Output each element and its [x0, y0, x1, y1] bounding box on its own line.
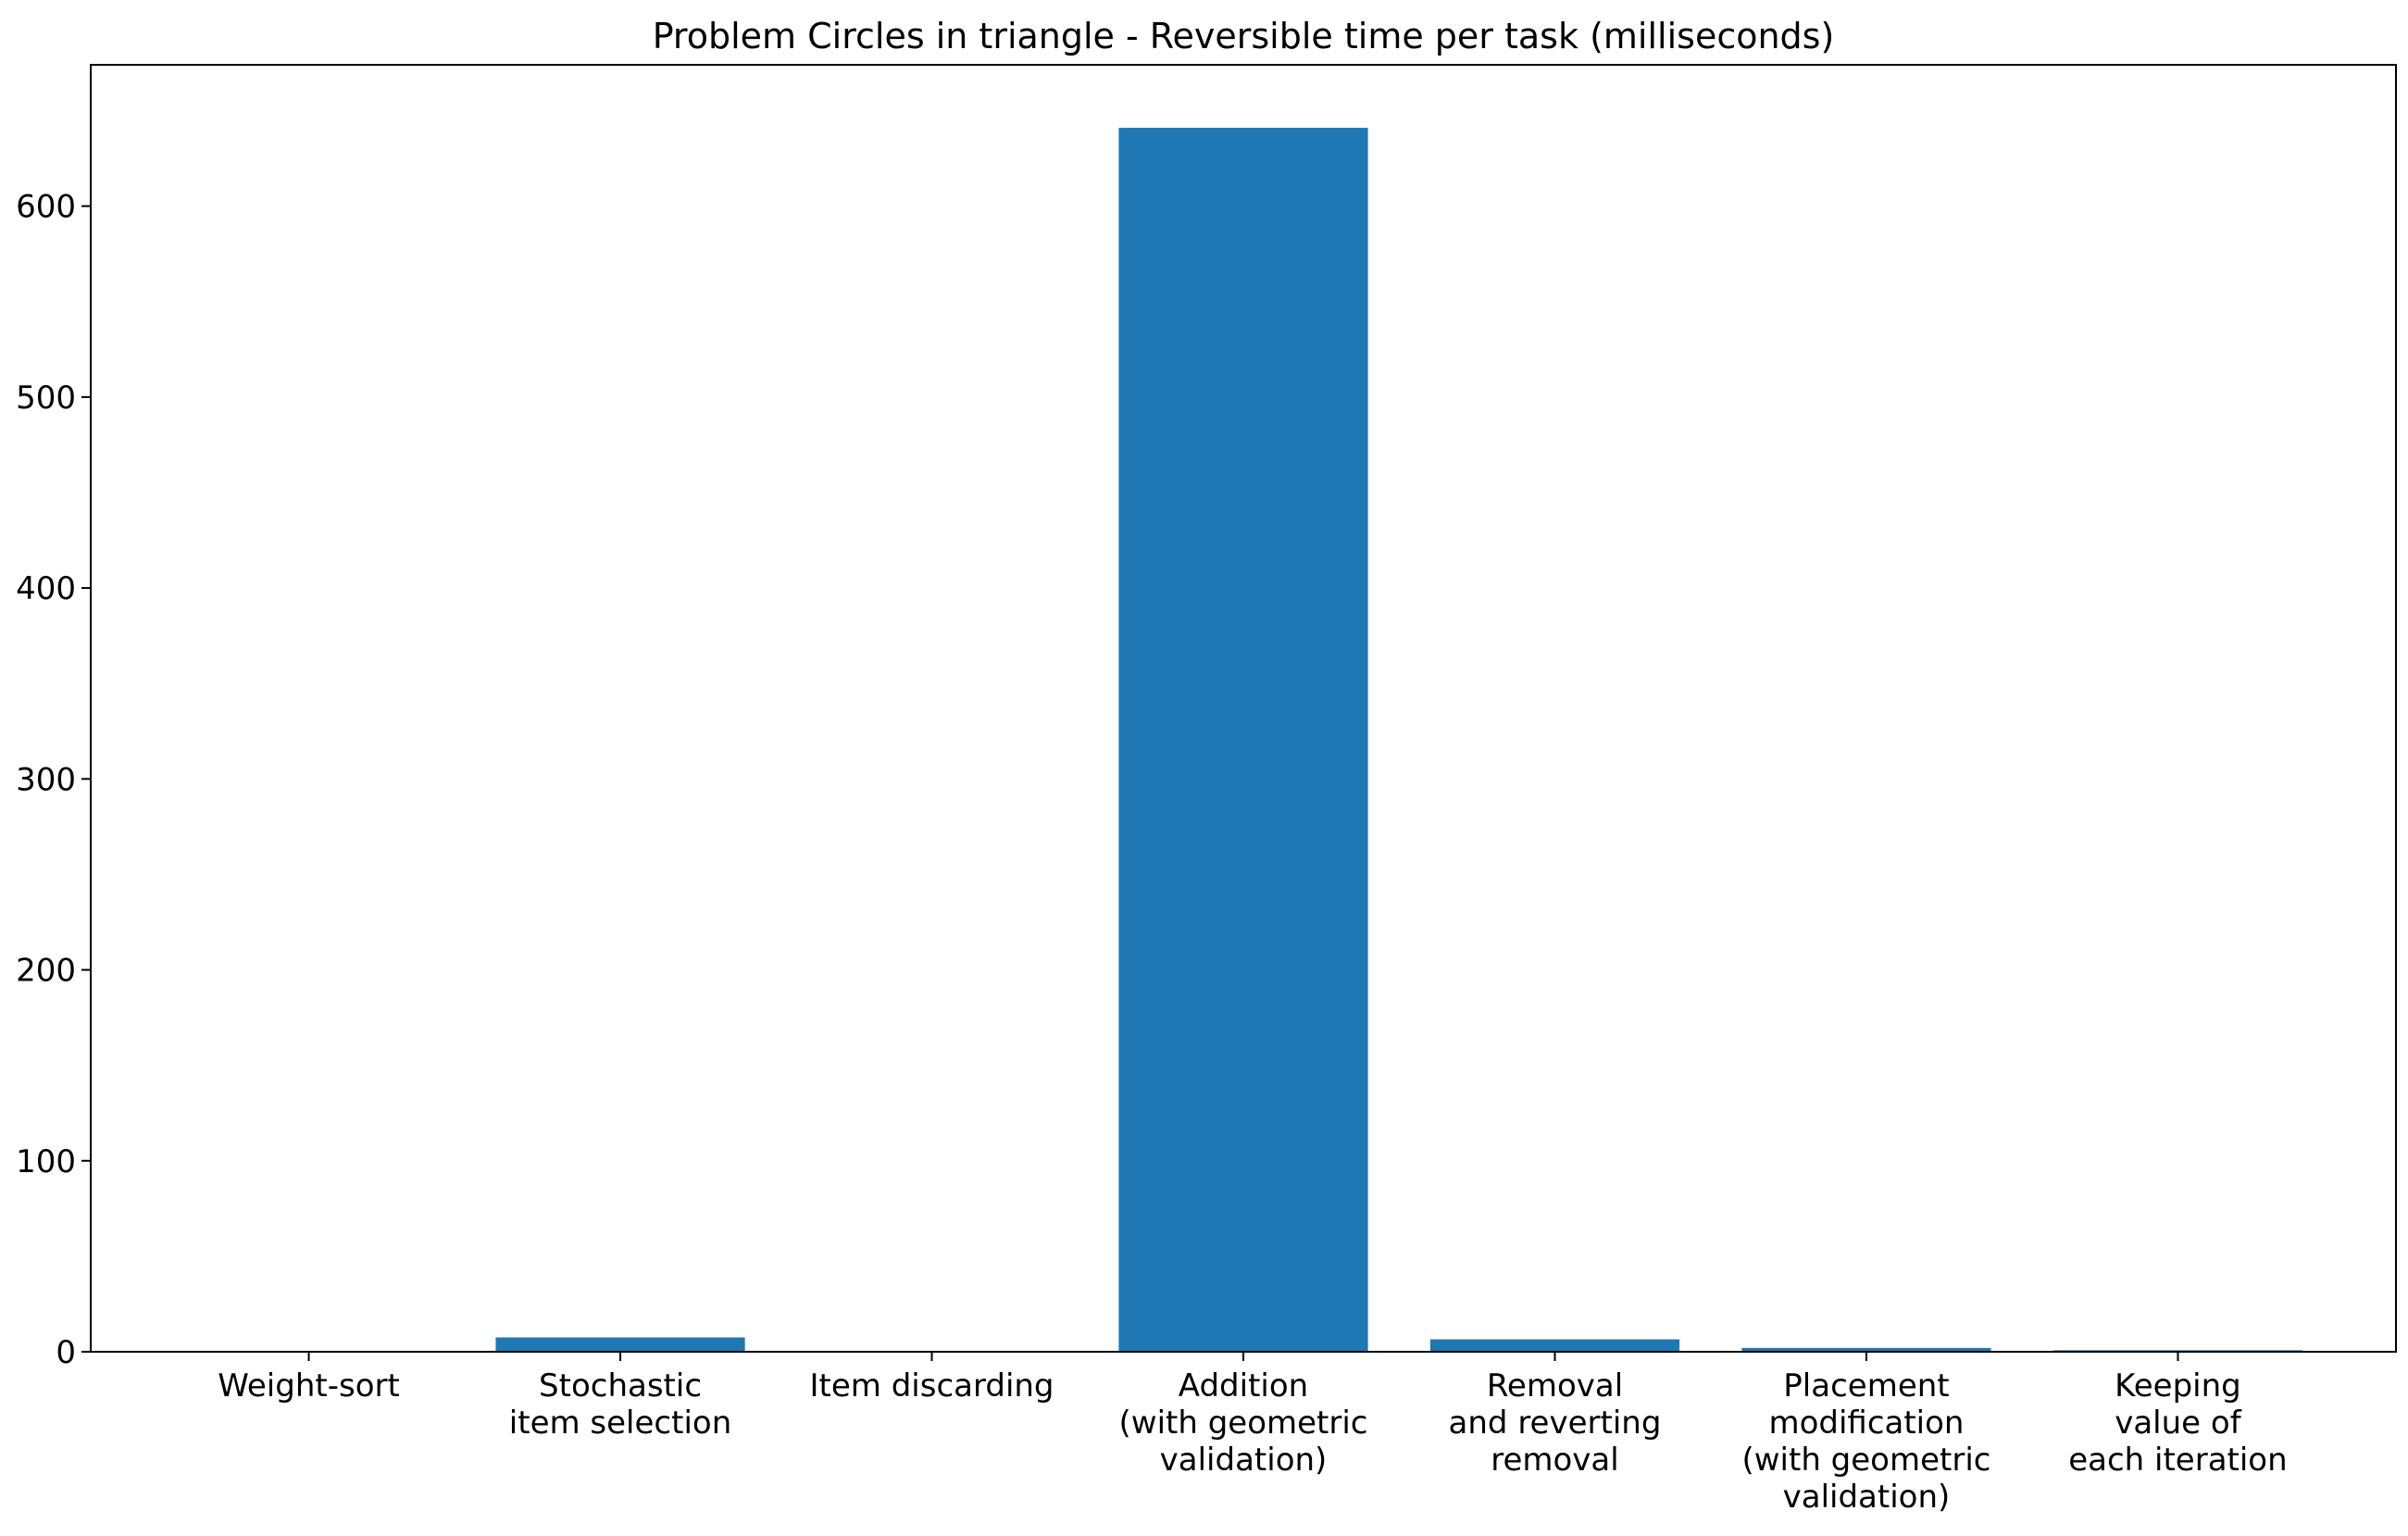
bar-3 [1118, 128, 1368, 1352]
x-axis: Weight-sort Stochastic item selection Item … [218, 1352, 2288, 1516]
x-tick-label-2: Item discarding [810, 1367, 1054, 1405]
x-tick-label-3: Addition (with geometric validation) [1119, 1367, 1368, 1479]
x-tick-label-line: each iteration [2068, 1442, 2287, 1479]
y-tick-label-0: 0 [56, 1334, 76, 1371]
x-tick-label-line: Placement [1783, 1367, 1949, 1405]
x-tick-label-line: and reverting [1449, 1405, 1662, 1442]
bar-5 [1741, 1347, 1991, 1352]
x-tick-label-1: Stochastic item selection [509, 1367, 731, 1442]
bar-1 [495, 1337, 745, 1352]
x-tick-label-line: (with geometric [1119, 1405, 1368, 1442]
bar-4 [1429, 1339, 1680, 1352]
y-tick-label-6: 600 [16, 189, 76, 226]
x-tick-label-6: Keeping value of each iteration [2068, 1367, 2287, 1479]
x-tick-label-line: value of [2115, 1405, 2241, 1442]
x-tick-label-line: Addition [1179, 1367, 1308, 1405]
x-tick-label-line: modification [1768, 1405, 1964, 1442]
plot-frame [90, 64, 2397, 1353]
y-tick-label-2: 200 [16, 953, 76, 990]
x-tick-label-line: removal [1491, 1442, 1618, 1479]
x-tick-label-line: validation) [1783, 1479, 1951, 1516]
x-tick-label-line: (with geometric [1741, 1442, 1990, 1479]
x-tick-label-5: Placement modification (with geometric vali… [1741, 1367, 1990, 1516]
bars-layer [183, 128, 2303, 1352]
x-tick-label-line: item selection [509, 1405, 731, 1442]
x-tick-label-line: Item discarding [810, 1367, 1054, 1405]
x-tick-label-line: Removal [1487, 1367, 1623, 1405]
x-tick-label-line: validation) [1160, 1442, 1328, 1479]
x-tick-label-line: Keeping [2115, 1367, 2241, 1405]
chart-title: Problem Circles in triangle - Reversible… [653, 16, 1835, 56]
y-tick-label-5: 500 [16, 380, 76, 417]
x-tick-label-line: Stochastic [539, 1367, 702, 1405]
x-tick-label-0: Weight-sort [218, 1367, 400, 1405]
y-tick-label-3: 300 [16, 761, 76, 798]
y-tick-label-4: 400 [16, 570, 76, 607]
x-tick-label-line: Weight-sort [218, 1367, 400, 1405]
x-tick-label-4: Removal and reverting removal [1449, 1367, 1662, 1479]
y-tick-label-1: 100 [16, 1143, 76, 1180]
y-axis: 0 100 200 300 400 500 600 [16, 189, 91, 1371]
